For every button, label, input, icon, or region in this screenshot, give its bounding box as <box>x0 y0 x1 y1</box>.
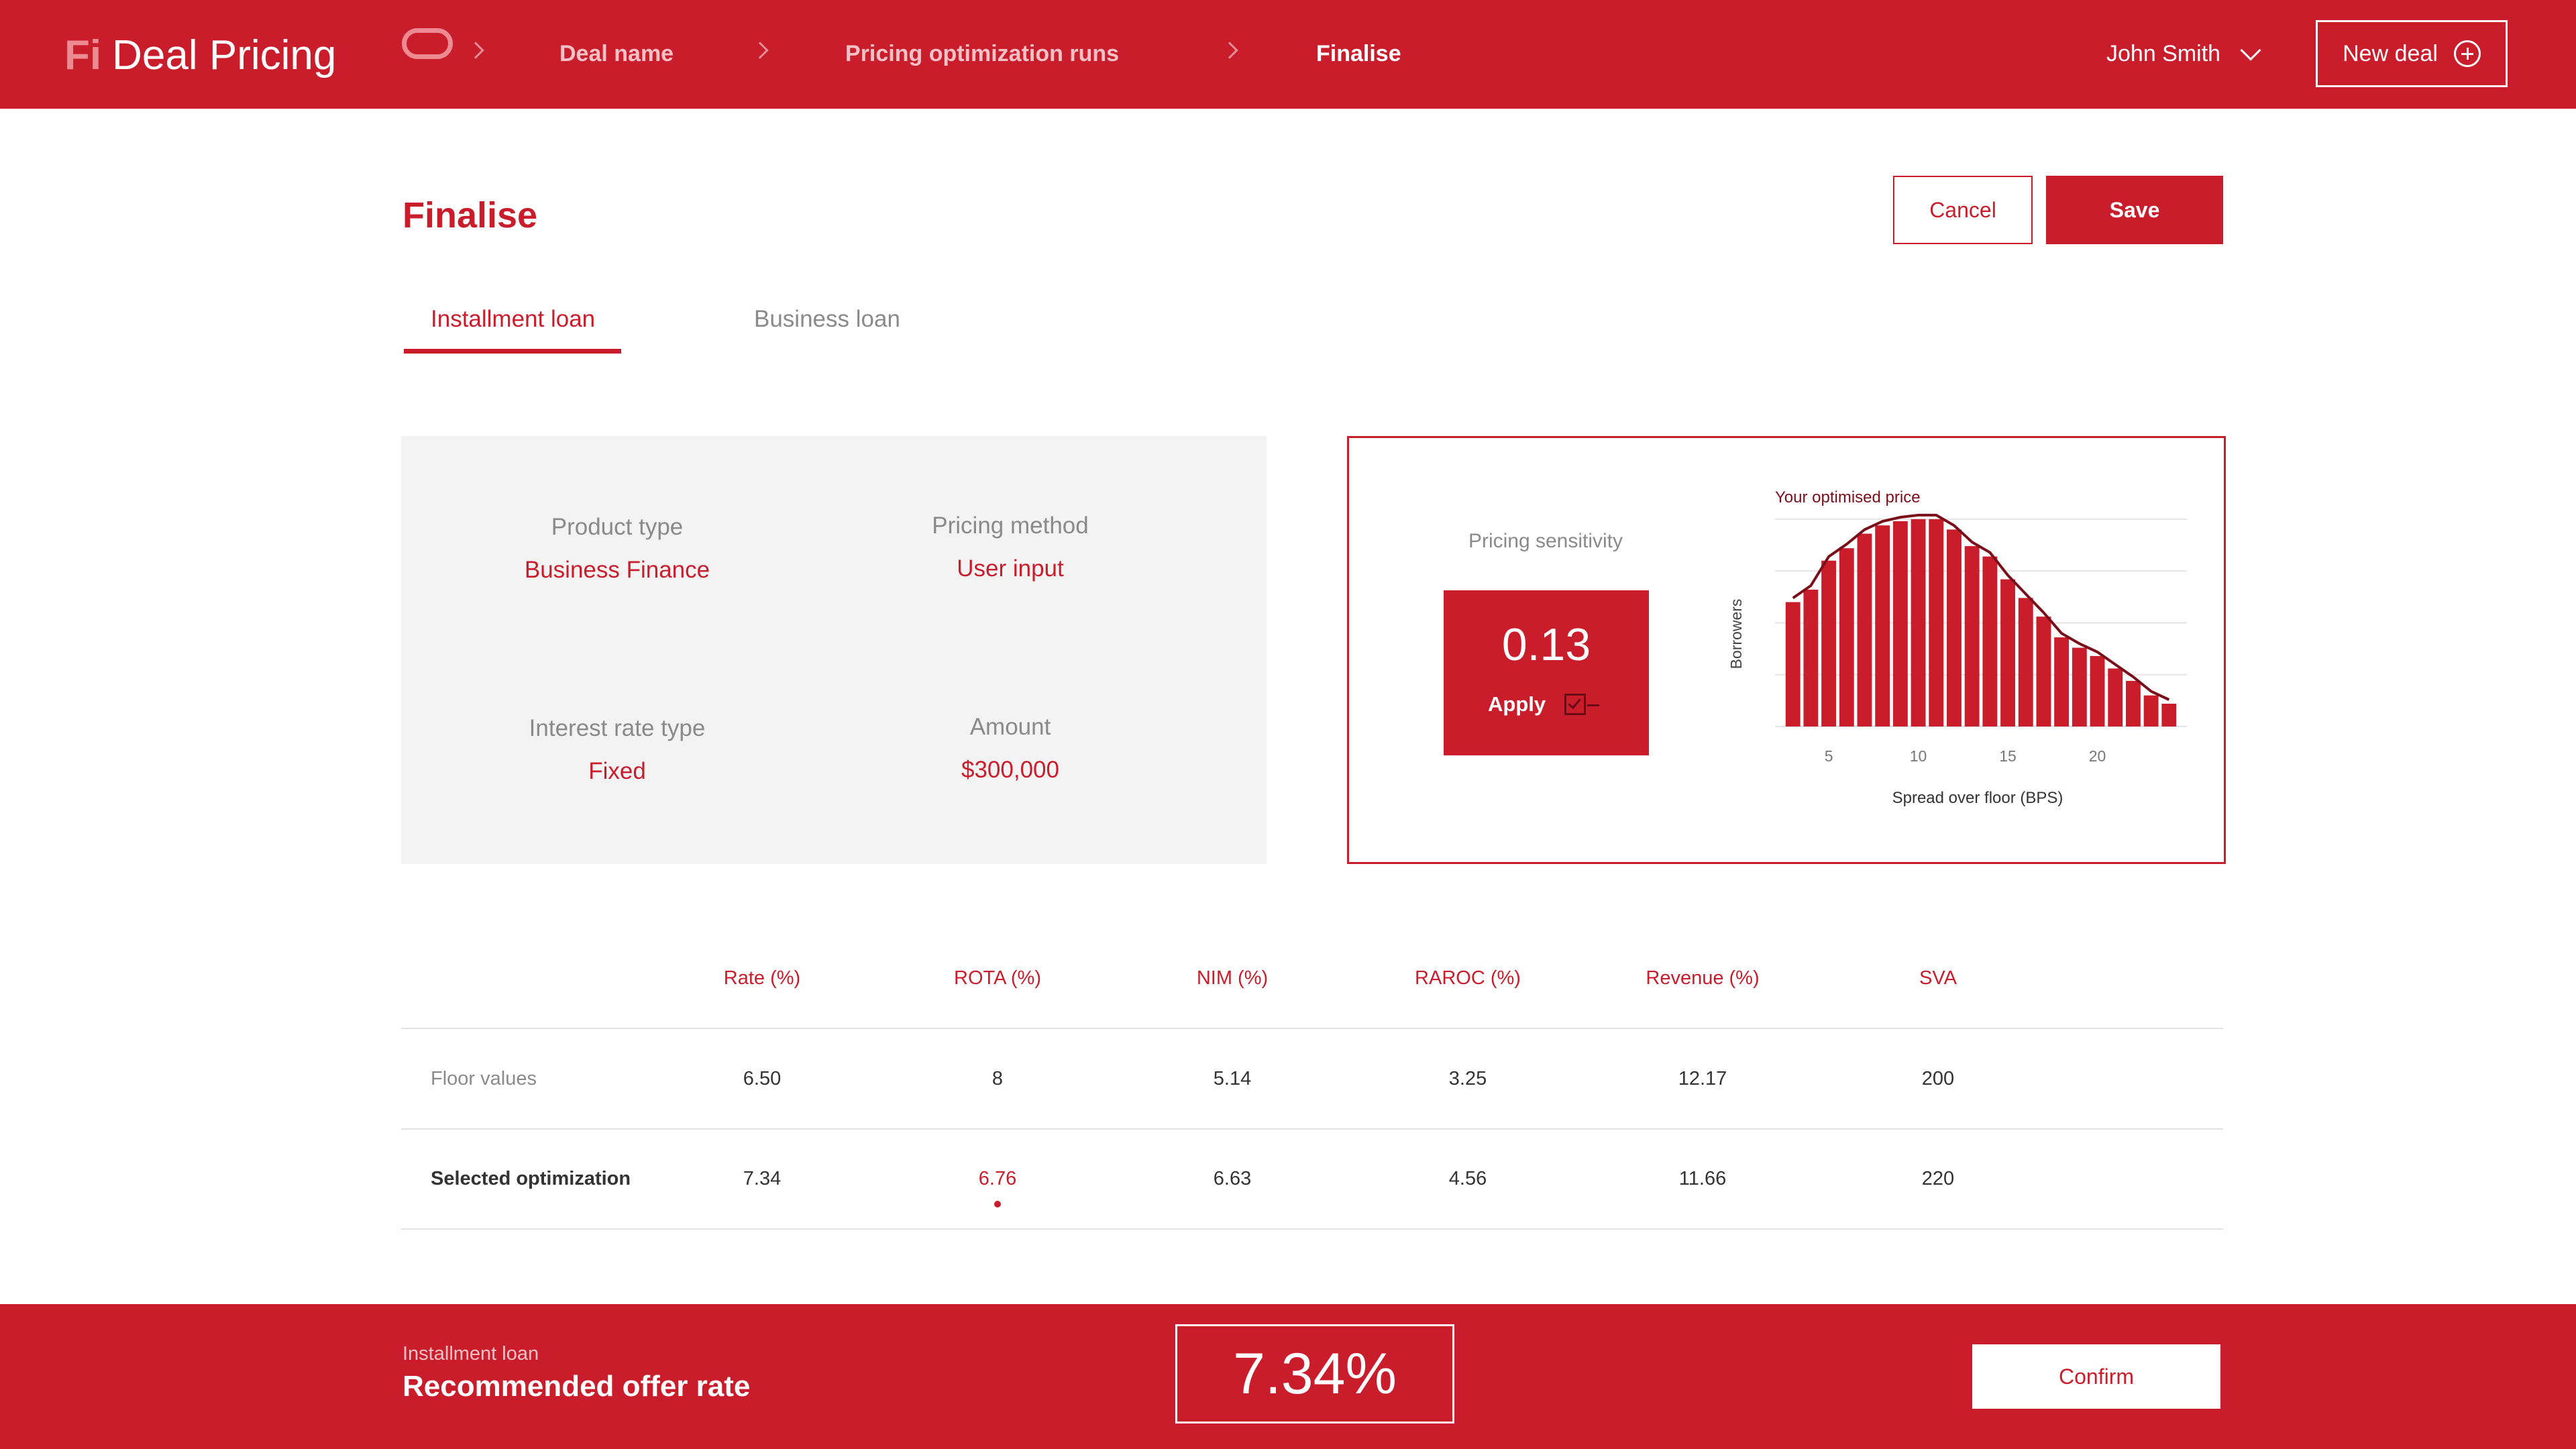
table-cell: 8 <box>991 1068 1004 1089</box>
new-deal-label: New deal <box>2343 40 2438 66</box>
interest-rate-type-label: Interest rate type <box>529 715 706 741</box>
interest-rate-type-value: Fixed <box>588 758 646 784</box>
app-title: Deal Pricing <box>112 32 337 78</box>
table-divider <box>401 1128 2223 1130</box>
oracle-ring-icon <box>402 28 453 59</box>
dash-icon <box>1587 704 1599 706</box>
table-cell: 6.50 <box>743 1068 782 1089</box>
pricing-sensitivity-card: 0.13 Apply <box>1444 590 1649 755</box>
histogram-bar <box>2143 695 2159 727</box>
histogram-bar <box>2090 655 2105 727</box>
footer-title: Recommended offer rate <box>402 1370 751 1403</box>
column-header-sva: SVA <box>1919 967 1957 989</box>
breadcrumb-chevron-icon <box>751 42 769 59</box>
histogram-bar <box>1982 556 1998 727</box>
active-tab-indicator <box>404 349 621 354</box>
apply-checkbox[interactable] <box>1564 694 1586 715</box>
histogram-bar <box>1857 533 1872 727</box>
product-type-label: Product type <box>551 514 684 540</box>
user-menu[interactable]: John Smith <box>2106 41 2221 66</box>
histogram-bar <box>1892 521 1908 727</box>
product-type-value: Business Finance <box>524 557 710 583</box>
table-cell-flagged[interactable]: 6.76 <box>978 1168 1017 1189</box>
histogram-bar <box>1839 548 1854 727</box>
histogram-bar <box>2161 704 2177 727</box>
plus-circle-icon <box>2453 40 2481 67</box>
x-tick-label: 20 <box>2089 747 2106 765</box>
histogram-bar <box>2054 637 2070 727</box>
borrower-distribution-chart: Your optimised price Borrowers 5 10 15 20 S… <box>1727 488 2187 807</box>
x-tick-label: 10 <box>1910 747 1927 765</box>
table-cell: 12.17 <box>1678 1068 1727 1089</box>
breadcrumb-chevron-icon <box>1221 42 1238 59</box>
table-cell: 7.34 <box>743 1168 782 1189</box>
optimised-price-curve <box>1792 513 2170 701</box>
table-cell: 3.25 <box>1448 1068 1487 1089</box>
column-header-rate: Rate (%) <box>723 967 801 989</box>
column-header-nim: NIM (%) <box>1196 967 1269 989</box>
new-deal-button[interactable]: New deal <box>2316 20 2508 87</box>
tab-installment-loan[interactable]: Installment loan <box>431 306 596 332</box>
top-bar: Fi Deal Pricing Deal name Pricing optimi… <box>0 0 2576 109</box>
breadcrumb-finalise: Finalise <box>1316 41 1401 66</box>
pricing-method-label: Pricing method <box>932 513 1089 539</box>
logo-mark: Fi <box>64 32 102 78</box>
row-label-floor-values: Floor values <box>431 1068 537 1089</box>
footer-loan-type: Installment loan <box>402 1343 539 1364</box>
bottom-bar: Installment loan Recommended offer rate … <box>0 1304 2576 1449</box>
chevron-down-icon[interactable] <box>2240 40 2261 61</box>
histogram-bar <box>1911 519 1926 727</box>
table-cell: 5.14 <box>1213 1068 1252 1089</box>
histogram-bar <box>1964 546 1980 727</box>
table-cell: 4.56 <box>1448 1168 1487 1189</box>
confirm-button[interactable]: Confirm <box>1972 1344 2220 1409</box>
histogram-bar <box>2000 579 2015 727</box>
histogram-bar <box>2108 668 2123 727</box>
apply-button[interactable]: Apply <box>1488 692 1546 716</box>
column-header-revenue: Revenue (%) <box>1646 967 1760 989</box>
row-label-selected-optimization: Selected optimization <box>431 1168 631 1189</box>
amount-label: Amount <box>969 714 1051 740</box>
save-button[interactable]: Save <box>2046 176 2223 244</box>
histogram-bar <box>1875 525 1890 727</box>
app-logo[interactable]: Fi Deal Pricing <box>64 28 453 82</box>
histogram-bar <box>2072 647 2087 727</box>
table-cell: 220 <box>1921 1168 1955 1189</box>
optimised-price-annotation: Your optimised price <box>1775 488 1921 506</box>
page-title: Finalise <box>402 195 538 235</box>
breadcrumb-chevron-icon <box>467 42 484 59</box>
y-axis-label: Borrowers <box>1727 599 1745 669</box>
histogram-bar <box>1821 560 1837 727</box>
histogram-bar <box>2036 616 2051 727</box>
recommended-rate: 7.34% <box>1175 1324 1454 1424</box>
x-tick-label: 5 <box>1825 747 1833 765</box>
pricing-sensitivity-label: Pricing sensitivity <box>1468 530 1623 552</box>
amount-value: $300,000 <box>961 757 1059 783</box>
pricing-sensitivity-value: 0.13 <box>1501 619 1591 670</box>
histogram-bar <box>1929 519 1944 727</box>
histogram-bar <box>1803 590 1819 727</box>
breadcrumb-pricing-runs[interactable]: Pricing optimization runs <box>845 41 1120 66</box>
x-axis-label: Spread over floor (BPS) <box>1892 789 2063 807</box>
histogram-bar <box>1947 529 1962 727</box>
column-header-raroc: RAROC (%) <box>1415 967 1521 989</box>
table-cell: 6.63 <box>1213 1168 1252 1189</box>
column-header-rota: ROTA (%) <box>954 967 1041 989</box>
table-divider <box>401 1028 2223 1029</box>
histogram-bar <box>1785 602 1801 727</box>
tab-business-loan[interactable]: Business loan <box>754 306 900 332</box>
table-cell: 11.66 <box>1678 1168 1727 1189</box>
histogram-bar <box>2125 681 2141 727</box>
cancel-button[interactable]: Cancel <box>1893 176 2033 244</box>
deal-info-panel: Product type Business Finance Pricing me… <box>401 436 1267 864</box>
warning-dot-icon <box>994 1201 1001 1208</box>
table-divider <box>401 1228 2223 1230</box>
x-tick-label: 15 <box>1999 747 2017 765</box>
pricing-method-value: User input <box>957 555 1064 582</box>
breadcrumb-deal-name[interactable]: Deal name <box>559 41 674 66</box>
table-cell: 200 <box>1921 1068 1955 1089</box>
histogram-bar <box>2018 598 2033 727</box>
